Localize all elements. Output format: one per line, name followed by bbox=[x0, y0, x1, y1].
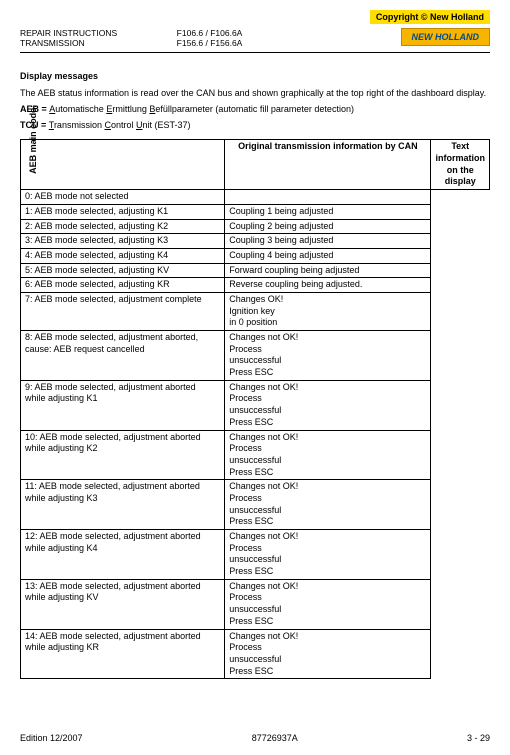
table-row: 11: AEB mode selected, adjustment aborte… bbox=[21, 480, 490, 530]
cell-left: 6: AEB mode selected, adjusting KR bbox=[21, 278, 225, 293]
cell-left: 2: AEB mode selected, adjusting K2 bbox=[21, 219, 225, 234]
cell-left: 12: AEB mode selected, adjustment aborte… bbox=[21, 530, 225, 580]
intro-text: The AEB status information is read over … bbox=[20, 87, 490, 99]
cell-left: 10: AEB mode selected, adjustment aborte… bbox=[21, 430, 225, 480]
header-mid-line2: F156.6 / F156.6A bbox=[177, 38, 334, 48]
footer-mid: 87726937A bbox=[252, 733, 298, 743]
header-mid: F106.6 / F106.6A F156.6 / F156.6A bbox=[177, 28, 334, 48]
cell-left: 3: AEB mode selected, adjusting K3 bbox=[21, 234, 225, 249]
th-left: Original transmission information by CAN bbox=[225, 140, 431, 190]
header-rule bbox=[20, 52, 490, 53]
aeb-t3: efüllparameter (automatic fill parameter… bbox=[155, 104, 354, 114]
cell-left: 14: AEB mode selected, adjustment aborte… bbox=[21, 629, 225, 679]
cell-right: Changes not OK!ProcessunsuccessfulPress … bbox=[225, 629, 431, 679]
cell-right: Coupling 1 being adjusted bbox=[225, 204, 431, 219]
tcu-x1: ransmission bbox=[54, 120, 105, 130]
table-row: 3: AEB mode selected, adjusting K3Coupli… bbox=[21, 234, 490, 249]
brand-badge: NEW HOLLAND bbox=[401, 28, 491, 46]
cell-left: 5: AEB mode selected, adjusting KV bbox=[21, 263, 225, 278]
main-table: AEB main code: Original transmission inf… bbox=[20, 139, 490, 679]
table-row: 6: AEB mode selected, adjusting KRRevers… bbox=[21, 278, 490, 293]
cell-left: 11: AEB mode selected, adjustment aborte… bbox=[21, 480, 225, 530]
aeb-t2: rmittlung bbox=[112, 104, 149, 114]
table-row: 14: AEB mode selected, adjustment aborte… bbox=[21, 629, 490, 679]
cell-right: Changes OK!Ignition keyin 0 position bbox=[225, 292, 431, 330]
tcu-x2: ontrol bbox=[111, 120, 136, 130]
table-row: 8: AEB mode selected, adjustment aborted… bbox=[21, 331, 490, 381]
cell-right: Changes not OK!ProcessunsuccessfulPress … bbox=[225, 530, 431, 580]
cell-right: Reverse coupling being adjusted. bbox=[225, 278, 431, 293]
cell-left: 7: AEB mode selected, adjustment complet… bbox=[21, 292, 225, 330]
table-row: 7: AEB mode selected, adjustment complet… bbox=[21, 292, 490, 330]
footer: Edition 12/2007 87726937A 3 - 29 bbox=[20, 733, 490, 743]
cell-left: 1: AEB mode selected, adjusting K1 bbox=[21, 204, 225, 219]
cell-right: Forward coupling being adjusted bbox=[225, 263, 431, 278]
side-label-cell: AEB main code: bbox=[21, 140, 225, 190]
side-label-text: AEB main code: bbox=[28, 156, 40, 174]
cell-left: 8: AEB mode selected, adjustment aborted… bbox=[21, 331, 225, 381]
table-header-row: AEB main code: Original transmission inf… bbox=[21, 140, 490, 190]
cell-left: 4: AEB mode selected, adjusting K4 bbox=[21, 248, 225, 263]
tcu-def: TCU = Transmission Control Unit (EST-37) bbox=[20, 119, 490, 131]
th-right: Text information on the display bbox=[431, 140, 490, 190]
header-left: REPAIR INSTRUCTIONS TRANSMISSION bbox=[20, 28, 177, 48]
table-row: 2: AEB mode selected, adjusting K2Coupli… bbox=[21, 219, 490, 234]
aeb-def: AEB = Automatische Ermittlung Befüllpara… bbox=[20, 103, 490, 115]
cell-right: Coupling 2 being adjusted bbox=[225, 219, 431, 234]
cell-right: Coupling 3 being adjusted bbox=[225, 234, 431, 249]
table-row: 10: AEB mode selected, adjustment aborte… bbox=[21, 430, 490, 480]
cell-left: 9: AEB mode selected, adjustment aborted… bbox=[21, 380, 225, 430]
cell-left: 0: AEB mode not selected bbox=[21, 190, 225, 205]
header-left-line1: REPAIR INSTRUCTIONS bbox=[20, 28, 177, 38]
cell-left: 13: AEB mode selected, adjustment aborte… bbox=[21, 579, 225, 629]
footer-right: 3 - 29 bbox=[467, 733, 490, 743]
cell-right: Changes not OK!ProcessunsuccessfulPress … bbox=[225, 480, 431, 530]
table-row: 0: AEB mode not selected bbox=[21, 190, 490, 205]
header: REPAIR INSTRUCTIONS TRANSMISSION F106.6 … bbox=[20, 28, 490, 48]
cell-right: Changes not OK!ProcessunsuccessfulPress … bbox=[225, 430, 431, 480]
cell-right: Changes not OK!ProcessunsuccessfulPress … bbox=[225, 579, 431, 629]
header-right: NEW HOLLAND bbox=[333, 28, 490, 46]
header-mid-line1: F106.6 / F106.6A bbox=[177, 28, 334, 38]
cell-right: Coupling 4 being adjusted bbox=[225, 248, 431, 263]
copyright-text: Copyright © New Holland bbox=[370, 10, 490, 24]
page: Copyright © New Holland REPAIR INSTRUCTI… bbox=[0, 0, 510, 755]
header-left-line2: TRANSMISSION bbox=[20, 38, 177, 48]
table-row: 5: AEB mode selected, adjusting KVForwar… bbox=[21, 263, 490, 278]
table-row: 9: AEB mode selected, adjustment aborted… bbox=[21, 380, 490, 430]
cell-right bbox=[225, 190, 431, 205]
table-row: 12: AEB mode selected, adjustment aborte… bbox=[21, 530, 490, 580]
section-title: Display messages bbox=[20, 71, 490, 81]
tcu-x3: nit (EST-37) bbox=[142, 120, 190, 130]
table-row: 13: AEB mode selected, adjustment aborte… bbox=[21, 579, 490, 629]
cell-right: Changes not OK!ProcessunsuccessfulPress … bbox=[225, 380, 431, 430]
table-row: 1: AEB mode selected, adjusting K1Coupli… bbox=[21, 204, 490, 219]
footer-left: Edition 12/2007 bbox=[20, 733, 83, 743]
aeb-t1: utomatische bbox=[55, 104, 106, 114]
table-row: 4: AEB mode selected, adjusting K4Coupli… bbox=[21, 248, 490, 263]
copyright-bar: Copyright © New Holland bbox=[20, 10, 490, 24]
cell-right: Changes not OK!ProcessunsuccessfulPress … bbox=[225, 331, 431, 381]
